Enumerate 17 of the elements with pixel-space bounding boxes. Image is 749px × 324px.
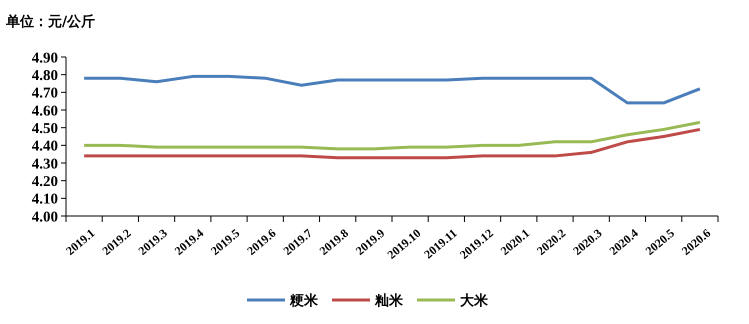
y-tick-label: 4.70	[32, 86, 58, 102]
legend-label: 粳米	[289, 292, 319, 309]
y-tick-label: 4.50	[32, 120, 58, 137]
line-series	[82, 120, 702, 150]
y-axis-title: 单位：元/公斤	[5, 13, 96, 30]
legend-label: 大米	[460, 292, 489, 309]
y-tick-label: 4.10	[32, 192, 58, 208]
y-tick-label: 4.00	[32, 209, 58, 226]
y-tick-label: 4.30	[32, 156, 58, 172]
legend-label: 籼米	[374, 292, 404, 309]
y-tick-label: 4.40	[32, 138, 58, 155]
line-series	[82, 128, 702, 160]
y-tick-label: 4.80	[32, 68, 58, 84]
y-tick-label: 4.20	[32, 174, 58, 190]
y-tick-label: 4.60	[32, 103, 58, 120]
y-tick-label: 4.90	[32, 50, 58, 66]
line-series	[82, 74, 702, 104]
